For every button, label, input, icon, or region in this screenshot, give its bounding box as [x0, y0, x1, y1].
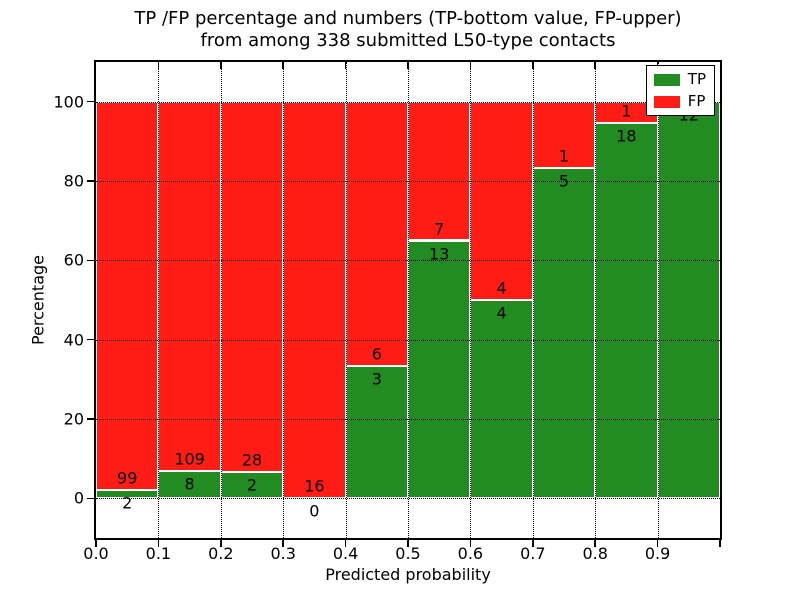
fp-count-label: 99: [117, 468, 138, 488]
tp-count-label: 8: [184, 474, 195, 494]
fp-count-label: 4: [496, 278, 507, 298]
x-tick-label: 0.1: [145, 544, 172, 563]
fp-count-label: 28: [241, 450, 263, 470]
tp-bar-segment: [158, 471, 221, 499]
tp-bar-segment: [345, 366, 408, 499]
x-tick: [282, 540, 284, 547]
v-gridline: [470, 62, 472, 538]
y-tick: [87, 338, 94, 341]
tp-bar-segment: [408, 240, 471, 499]
top-tick: [157, 62, 160, 69]
y-tick-label: 40: [63, 330, 84, 350]
v-gridline: [220, 62, 222, 538]
tp-bar-segment: [595, 122, 658, 499]
top-tick: [407, 62, 409, 69]
fp-bar-segment: [470, 101, 533, 300]
fp-bar-segment: [220, 101, 284, 472]
y-tick: [87, 100, 94, 103]
x-tick-label: 0.5: [395, 544, 421, 563]
y-tick: [87, 418, 94, 420]
y-tick-label: 0: [73, 488, 84, 508]
x-tick: [407, 540, 409, 547]
fp-count-label: 16: [304, 476, 325, 496]
x-tick-label: 0.8: [582, 544, 608, 563]
plot-area: TP FP 9921098282160637134415118012: [94, 60, 722, 540]
tp-bar-segment: [96, 490, 159, 499]
tp-count-label: 4: [496, 303, 507, 323]
v-gridline: [345, 62, 347, 538]
tp-count-label: 2: [122, 493, 133, 513]
x-tick-label: 0.0: [83, 544, 109, 563]
chart-title: TP /FP percentage and numbers (TP-bottom…: [96, 8, 720, 52]
x-tick-label: 0.7: [520, 544, 546, 563]
x-tick: [220, 540, 222, 547]
v-gridline: [408, 62, 409, 538]
tp-count-label: 0: [309, 501, 320, 521]
v-gridline: [283, 62, 285, 538]
x-tick: [656, 540, 659, 547]
y-tick: [87, 259, 94, 262]
x-tick-label: 0.3: [270, 544, 296, 563]
top-tick: [469, 62, 472, 69]
x-axis-label: Predicted probability: [325, 565, 491, 584]
y-tick-label: 100: [53, 92, 84, 112]
tp-bar-segment: [657, 101, 720, 499]
v-gridline: [532, 62, 534, 538]
top-tick: [532, 62, 534, 69]
v-gridline: [595, 62, 597, 538]
x-tick: [157, 540, 160, 547]
x-tick-label: 0.2: [208, 544, 234, 563]
legend-item-fp: FP: [653, 92, 706, 110]
fp-legend-label: FP: [687, 92, 706, 110]
tp-bar-segment: [470, 300, 533, 499]
x-tick: [469, 540, 472, 547]
fp-legend-swatch: [653, 95, 680, 108]
tp-legend-swatch: [653, 73, 680, 86]
legend: TP FP: [645, 65, 715, 116]
top-tick: [594, 62, 596, 69]
chart-title-line2: from among 338 submitted L50-type contac…: [200, 30, 616, 51]
x-tick: [719, 540, 721, 547]
fp-count-label: 1: [558, 146, 570, 166]
tp-count-label: 2: [246, 475, 258, 495]
tp-count-label: 5: [558, 171, 570, 191]
fp-count-label: 1: [621, 101, 632, 121]
y-tick-label: 80: [63, 171, 84, 191]
fp-bar-segment: [345, 101, 408, 367]
chart-title-line1: TP /FP percentage and numbers (TP-bottom…: [134, 8, 682, 29]
fp-bar-segment: [96, 101, 159, 491]
x-tick-label: 0.4: [332, 544, 359, 563]
tp-count-label: 18: [616, 126, 637, 146]
fp-bar-segment: [408, 101, 471, 241]
tp-legend-label: TP: [687, 70, 706, 88]
fp-bar-segment: [283, 101, 346, 499]
fp-count-label: 7: [434, 219, 445, 238]
y-tick: [87, 180, 94, 182]
fp-count-label: 109: [174, 449, 205, 469]
y-tick-label: 60: [63, 250, 84, 270]
top-tick: [282, 62, 284, 69]
v-gridline: [657, 62, 659, 538]
x-tick-label: 0.9: [644, 544, 671, 563]
v-gridline: [158, 62, 160, 538]
x-tick: [532, 540, 534, 547]
fp-count-label: 6: [371, 344, 382, 364]
y-tick: [87, 497, 94, 500]
x-tick: [594, 540, 596, 547]
tp-bar-segment: [532, 167, 596, 499]
tp-count-label: 3: [371, 369, 382, 389]
x-tick-label: 0.6: [457, 544, 484, 563]
tp-count-label: 13: [429, 244, 450, 263]
top-tick: [220, 62, 222, 69]
x-tick: [344, 540, 347, 547]
y-tick-label: 20: [63, 409, 84, 429]
x-tick: [95, 540, 97, 547]
top-tick: [344, 62, 347, 69]
fp-bar-segment: [158, 101, 221, 472]
legend-item-tp: TP: [653, 70, 706, 88]
